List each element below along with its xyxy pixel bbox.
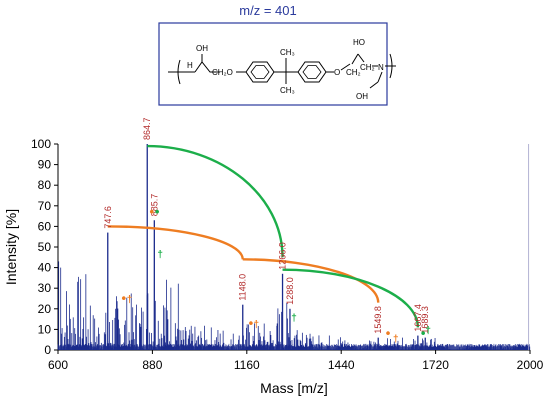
x-axis-label: Mass [m/z] — [260, 380, 328, 396]
x-tick-label: 1160 — [234, 358, 260, 372]
label-ho: HO — [353, 38, 365, 47]
label-n: N — [378, 63, 384, 72]
structure-box — [158, 22, 388, 106]
label-h: H — [187, 61, 193, 70]
y-tick-label: 100 — [31, 137, 51, 151]
label-ch2-a: CH₂ — [346, 68, 361, 77]
bond — [194, 61, 220, 73]
green-arc — [282, 268, 420, 328]
peak-label: 864.7 — [142, 117, 152, 140]
label-oh-bottom: OH — [356, 92, 368, 101]
green-marker: † — [291, 313, 297, 324]
y-tick-label: 70 — [38, 199, 52, 213]
green-marker: † — [425, 326, 431, 337]
y-tick-label: 90 — [38, 158, 52, 172]
label-ch3-bottom: CH₃ — [280, 86, 295, 95]
orange-marker: † — [393, 334, 399, 345]
orange-arc — [107, 225, 244, 260]
peak-label: 885.7 — [149, 194, 159, 217]
benzene-ring-2-inner — [302, 65, 322, 79]
peak-label: 1667.4 — [413, 304, 423, 332]
bracket-left — [177, 59, 181, 85]
label-oh-left: OH — [196, 44, 208, 53]
bond — [351, 53, 359, 65]
orange-marker: • — [249, 315, 254, 330]
x-tick-label: 2000 — [517, 358, 544, 372]
chemical-structure: H OH CH₂O CH₃ CH₃ O CH₂ HO CH₂ N OH — [158, 22, 396, 106]
peak-label: 1689.3 — [420, 306, 430, 334]
spectrum-noise — [57, 144, 531, 350]
y-tick-label: 60 — [38, 219, 52, 233]
orange-marker: • — [149, 204, 154, 219]
green-marker: † — [157, 249, 163, 260]
bracket-right — [389, 53, 393, 79]
bond — [340, 63, 351, 71]
green-arc — [147, 144, 284, 258]
bond — [357, 53, 365, 63]
y-ticks: 0 10 20 30 40 50 60 70 80 90 100 — [31, 137, 58, 357]
x-tick-label: 1720 — [422, 358, 449, 372]
y-tick-label: 30 — [38, 281, 52, 295]
x-tick-label: 600 — [48, 358, 68, 372]
label-o-ether: O — [334, 68, 340, 77]
label-ch2-b: CH₂ — [360, 63, 375, 72]
y-tick-label: 80 — [38, 178, 52, 192]
peak-label: 1549.8 — [373, 306, 383, 334]
benzene-ring-1-inner — [250, 65, 270, 79]
x-ticks: 600 880 1160 1440 1720 2000 — [48, 350, 544, 372]
peak-label: 1266.0 — [278, 242, 288, 270]
peak-labels: 864.7 747.6 885.7 1148.0 1266.0 1288.0 1549.8 1… — [103, 117, 430, 333]
header-title: m/z = 401 — [239, 3, 296, 18]
y-tick-label: 20 — [38, 302, 52, 316]
y-tick-label: 10 — [38, 322, 52, 336]
peak-label: 1288.0 — [285, 277, 295, 305]
y-tick-label: 0 — [44, 343, 51, 357]
orange-arc — [242, 258, 380, 303]
y-tick-label: 50 — [38, 240, 52, 254]
orange-marker: • — [121, 291, 126, 306]
spectrum-peaks — [107, 144, 426, 350]
orange-marker: • — [386, 326, 391, 341]
bond — [369, 81, 379, 89]
peak-label: 1148.0 — [238, 274, 248, 301]
bond — [377, 71, 383, 83]
peak-markers: • †• •†• ††• † • † — [121, 204, 431, 345]
peak-label: 747.6 — [103, 206, 113, 229]
annotation-arcs — [107, 144, 420, 328]
y-axis-label: Intensity [%] — [3, 209, 19, 285]
green-marker: • — [155, 204, 160, 219]
orange-marker: † — [127, 295, 133, 306]
x-tick-label: 880 — [142, 358, 162, 372]
label-ch2o: CH₂O — [212, 68, 233, 77]
x-tick-label: 1440 — [328, 358, 355, 372]
label-ch3-top: CH₃ — [280, 48, 295, 57]
orange-marker: † — [253, 319, 259, 330]
y-tick-label: 40 — [38, 261, 52, 275]
green-marker: • — [421, 326, 426, 341]
